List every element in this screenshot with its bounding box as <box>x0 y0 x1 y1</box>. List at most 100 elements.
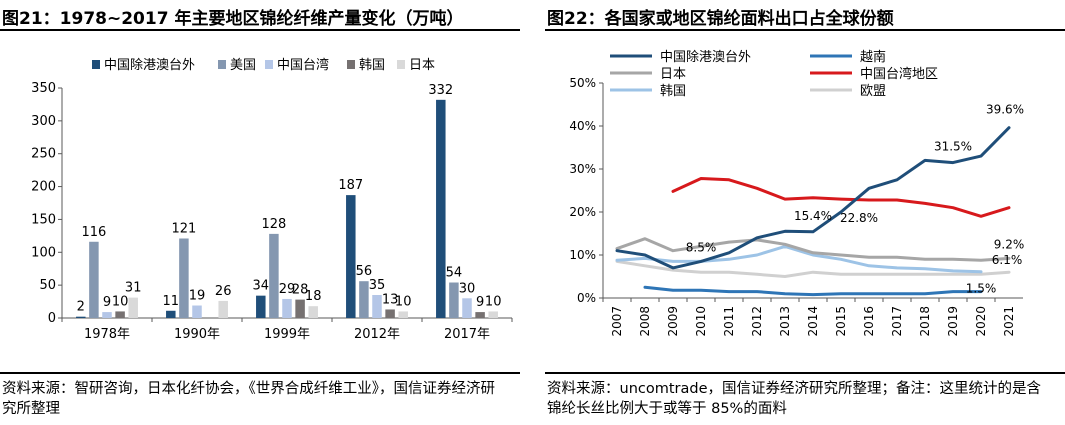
y-tick-label: 350 <box>31 81 56 96</box>
data-annotation: 6.1% <box>992 253 1023 267</box>
legend-label: 中国除港澳台外 <box>104 57 195 73</box>
x-tick-label: 2021 <box>1002 306 1016 337</box>
legend-label: 美国 <box>230 58 256 73</box>
bar <box>295 299 305 318</box>
x-tick-label: 2008 <box>638 306 652 337</box>
data-label: 18 <box>305 289 322 304</box>
data-annotation: 31.5% <box>934 140 972 154</box>
legend-swatch <box>397 60 405 69</box>
data-label: 19 <box>189 289 206 304</box>
bar <box>436 99 446 318</box>
legend-label: 中国除港澳台外 <box>660 49 751 65</box>
data-label: 332 <box>428 83 453 98</box>
left-title-rule <box>0 29 520 31</box>
data-label: 10 <box>112 294 129 309</box>
legend-label: 中国台湾 <box>277 57 329 73</box>
legend-label: 欧盟 <box>860 84 886 99</box>
legend-label: 中国台湾地区 <box>860 66 938 82</box>
data-annotation: 1.5% <box>966 282 997 296</box>
bar <box>359 281 369 318</box>
right-source-rule <box>545 372 1065 374</box>
y-tick-label: 50% <box>569 76 596 90</box>
y-tick-label: 30% <box>569 162 596 176</box>
x-tick-label: 2009 <box>666 306 680 337</box>
data-label: 116 <box>81 225 106 240</box>
x-tick-label: 2017年 <box>444 327 490 342</box>
bar <box>475 312 485 318</box>
data-label: 9 <box>476 295 484 310</box>
data-annotation: 15.4% <box>794 209 832 223</box>
bar <box>462 298 472 318</box>
data-label: 28 <box>292 283 309 298</box>
data-annotation: 8.5% <box>686 240 717 254</box>
bar <box>102 312 112 318</box>
legend-swatch <box>265 60 273 69</box>
series-line <box>643 285 983 297</box>
bar <box>166 310 176 318</box>
bar <box>218 300 228 318</box>
data-label: 30 <box>459 281 476 296</box>
left-chart-title: 图21：1978~2017 年主要地区锦纶纤维产量变化（万吨） <box>2 9 464 29</box>
x-tick-label: 1999年 <box>264 327 310 342</box>
y-tick-label: 0% <box>577 291 596 305</box>
legend-label: 日本 <box>409 58 435 73</box>
legend-swatch <box>92 60 100 69</box>
legend-label: 越南 <box>860 49 886 65</box>
data-label: 10 <box>485 294 502 309</box>
x-tick-label: 2019 <box>946 306 960 337</box>
x-tick-label: 2013 <box>778 306 792 337</box>
legend-label: 韩国 <box>660 84 686 99</box>
series-line <box>615 237 1011 262</box>
x-tick-label: 2014 <box>806 306 820 337</box>
series-line <box>615 244 983 274</box>
y-tick-label: 100 <box>31 245 56 260</box>
data-label: 56 <box>356 264 373 279</box>
bar <box>346 195 356 318</box>
bar <box>76 316 86 318</box>
right-title-rule <box>545 29 1065 31</box>
bar-chart: 中国除港澳台外 美国 中国台湾 韩国 日本 0 50 100 150 200 250 300 350 19… <box>31 57 513 342</box>
x-tick-label: 2012 <box>750 306 764 337</box>
series-line <box>615 126 1011 270</box>
x-tick-label: 2007 <box>610 306 624 337</box>
x-tick-label: 2012年 <box>354 327 400 342</box>
data-label: 26 <box>215 284 232 299</box>
y-tick-label: 20% <box>569 205 596 219</box>
data-label: 35 <box>369 278 386 293</box>
bar <box>282 298 292 318</box>
data-label: 187 <box>338 178 363 193</box>
x-tick-label: 2011 <box>722 306 736 337</box>
bar <box>372 295 382 318</box>
y-tick-label: 40% <box>569 119 596 133</box>
right-chart-title: 图22：各国家或地区锦纶面料出口占全球份额 <box>547 9 894 29</box>
left-source-note: 资料来源：智研咨询，日本化纤协会，《世界合成纤维工业》，国信证券经济研究所整理 <box>2 381 495 417</box>
bar <box>385 309 395 318</box>
bar <box>449 282 459 318</box>
x-tick-label: 1978年 <box>84 327 130 342</box>
data-label: 11 <box>163 294 180 309</box>
data-label: 54 <box>446 266 463 281</box>
x-tick-label: 2015 <box>834 306 848 337</box>
data-label: 29 <box>279 282 296 297</box>
bar <box>128 297 138 318</box>
bar <box>308 306 318 318</box>
y-tick-label: 200 <box>31 180 56 195</box>
x-tick-label: 2017 <box>890 306 904 337</box>
bar <box>488 311 498 318</box>
data-annotation: 22.8% <box>840 211 878 225</box>
data-label: 34 <box>253 279 270 294</box>
data-label: 31 <box>125 281 142 296</box>
x-tick-label: 2020 <box>974 306 988 337</box>
left-source-rule <box>0 372 520 374</box>
series-line <box>615 259 1011 278</box>
right-chart-panel: 图22：各国家或地区锦纶面料出口占全球份额 中国除港澳台外 越南 日本 中国台湾地区韩… <box>545 0 1065 425</box>
legend-label: 韩国 <box>359 58 385 73</box>
left-chart-panel: 图21：1978~2017 年主要地区锦纶纤维产量变化（万吨） 中国除港澳台外 美… <box>0 0 520 425</box>
data-label: 9 <box>103 295 111 310</box>
y-tick-label: 50 <box>39 278 56 293</box>
x-tick-label: 2018 <box>918 306 932 337</box>
data-label: 10 <box>395 294 412 309</box>
x-tick-label: 2010 <box>694 306 708 337</box>
bar <box>269 233 279 318</box>
